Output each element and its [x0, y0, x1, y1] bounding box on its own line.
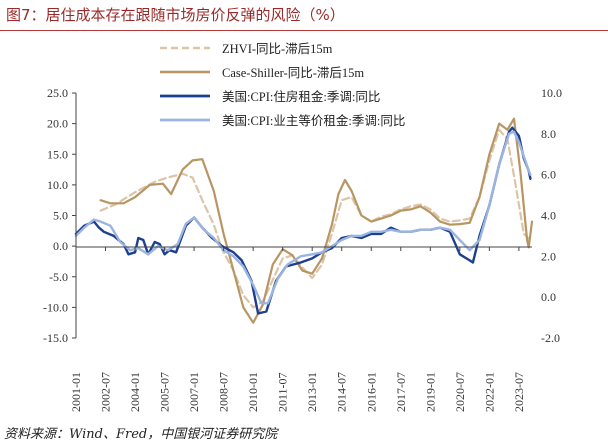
left-y-tick-label: 5.0	[53, 209, 68, 223]
right-y-tick-label: -2.0	[541, 331, 560, 345]
legend-label-3: 美国:CPI:住房租金:季调:同比	[222, 89, 380, 104]
right-y-tick-label: 10.0	[541, 86, 562, 100]
left-y-tick-label: 20.0	[47, 117, 68, 131]
axes-layer: 25.0 20.0 15.0 10.0 5.0 0.0 -5.0 -10.0 -15.0 10.0…	[43, 86, 562, 412]
x-tick-label: 2011-07	[276, 372, 290, 412]
right-y-tick-label: 2.0	[541, 249, 556, 263]
x-tick-label: 2010-01	[246, 372, 260, 412]
x-tick-label: 2004-01	[128, 372, 142, 412]
x-tick-label: 2022-01	[482, 372, 496, 412]
x-tick-label: 2001-01	[69, 372, 83, 412]
left-y-tick-label: 25.0	[47, 86, 68, 100]
left-y-tick-label: 10.0	[47, 178, 68, 192]
x-tick-label: 2014-07	[335, 372, 349, 412]
chart-legend: ZHVI-同比-滞后15m Case-Shiller-同比-滞后15m 美国:CPI…	[160, 42, 405, 128]
right-y-tick-label: 0.0	[541, 290, 556, 304]
legend-label-2: Case-Shiller-同比-滞后15m	[222, 66, 364, 80]
series-line-3	[74, 126, 532, 315]
right-y-tick-label: 8.0	[541, 127, 556, 141]
left-y-tick-label: -10.0	[43, 300, 68, 314]
x-tick-label: 2016-01	[364, 372, 378, 412]
right-y-tick-label: 6.0	[541, 168, 556, 182]
title-divider	[0, 30, 608, 31]
x-tick-label: 2023-07	[512, 372, 526, 412]
x-tick-label: 2002-07	[99, 372, 113, 412]
figure-title: 图7：居住成本存在跟随市场房价反弹的风险（%）	[6, 6, 345, 24]
x-tick-label: 2013-01	[305, 372, 319, 412]
series-line-2	[99, 117, 534, 324]
x-tick-label: 2007-01	[187, 372, 201, 412]
x-tick-label: 2005-07	[158, 372, 172, 412]
x-tick-label: 2017-07	[394, 372, 408, 412]
source-note: 资料来源：Wind、Fred，中国银河证券研究院	[4, 427, 278, 442]
legend-label-1: ZHVI-同比-滞后15m	[222, 42, 333, 56]
left-y-tick-label: 0.0	[53, 239, 68, 253]
series-line-4	[74, 130, 532, 305]
x-tick-label: 2008-07	[217, 372, 231, 412]
left-y-tick-label: -15.0	[43, 331, 68, 345]
x-tick-label: 2019-01	[423, 372, 437, 412]
left-y-tick-label: -5.0	[49, 270, 68, 284]
right-y-tick-label: 4.0	[541, 209, 556, 223]
legend-label-4: 美国:CPI:业主等价租金:季调:同比	[222, 113, 405, 128]
left-y-tick-label: 15.0	[47, 147, 68, 161]
series-layer	[74, 117, 534, 324]
series-line-1	[99, 128, 532, 309]
x-tick-label: 2020-07	[453, 372, 467, 412]
